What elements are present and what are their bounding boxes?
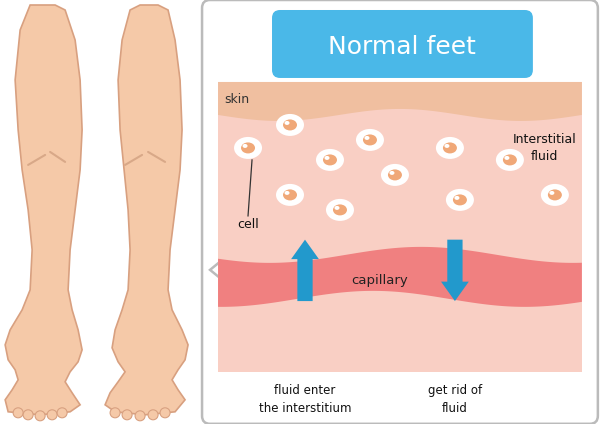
Circle shape [160, 408, 170, 418]
Ellipse shape [284, 121, 290, 125]
Text: fluid enter
the interstitium: fluid enter the interstitium [259, 384, 351, 415]
Ellipse shape [276, 184, 304, 206]
Ellipse shape [242, 144, 248, 148]
Circle shape [110, 408, 120, 418]
Circle shape [122, 410, 132, 420]
Ellipse shape [381, 164, 409, 186]
FancyArrowPatch shape [291, 240, 319, 301]
Ellipse shape [541, 184, 569, 206]
Circle shape [148, 410, 158, 420]
Circle shape [57, 408, 67, 418]
Circle shape [135, 411, 145, 421]
Text: cell: cell [237, 218, 259, 231]
Bar [218, 82, 582, 372]
Ellipse shape [356, 129, 384, 151]
Ellipse shape [334, 206, 340, 210]
Ellipse shape [443, 142, 457, 153]
Circle shape [13, 408, 23, 418]
Text: Normal feet: Normal feet [328, 35, 476, 59]
Polygon shape [105, 5, 188, 415]
Text: Interstitial
fluid: Interstitial fluid [513, 133, 577, 163]
Polygon shape [210, 252, 232, 288]
Ellipse shape [276, 114, 304, 136]
Ellipse shape [316, 149, 344, 171]
Polygon shape [218, 247, 582, 307]
FancyBboxPatch shape [202, 0, 598, 424]
FancyArrowPatch shape [441, 240, 469, 301]
FancyBboxPatch shape [272, 10, 533, 78]
Circle shape [47, 410, 57, 420]
Ellipse shape [283, 120, 297, 131]
Ellipse shape [389, 171, 394, 175]
Ellipse shape [323, 154, 337, 165]
Ellipse shape [333, 204, 347, 215]
Ellipse shape [388, 170, 402, 181]
Text: get rid of
fluid: get rid of fluid [428, 384, 482, 415]
Circle shape [35, 411, 45, 421]
Ellipse shape [283, 190, 297, 201]
Ellipse shape [505, 156, 509, 160]
Ellipse shape [550, 191, 554, 195]
Ellipse shape [325, 156, 329, 160]
Ellipse shape [364, 136, 370, 140]
Text: skin: skin [224, 93, 249, 106]
Ellipse shape [234, 137, 262, 159]
Ellipse shape [284, 191, 290, 195]
Ellipse shape [503, 154, 517, 165]
Polygon shape [5, 5, 82, 415]
Ellipse shape [496, 149, 524, 171]
Ellipse shape [453, 195, 467, 205]
Circle shape [23, 410, 33, 420]
Ellipse shape [241, 142, 255, 153]
Ellipse shape [548, 190, 562, 201]
Ellipse shape [363, 134, 377, 145]
Polygon shape [218, 82, 582, 121]
Ellipse shape [454, 196, 460, 200]
Ellipse shape [326, 199, 354, 221]
Ellipse shape [445, 144, 449, 148]
Ellipse shape [446, 189, 474, 211]
Ellipse shape [436, 137, 464, 159]
Text: capillary: capillary [352, 274, 409, 287]
